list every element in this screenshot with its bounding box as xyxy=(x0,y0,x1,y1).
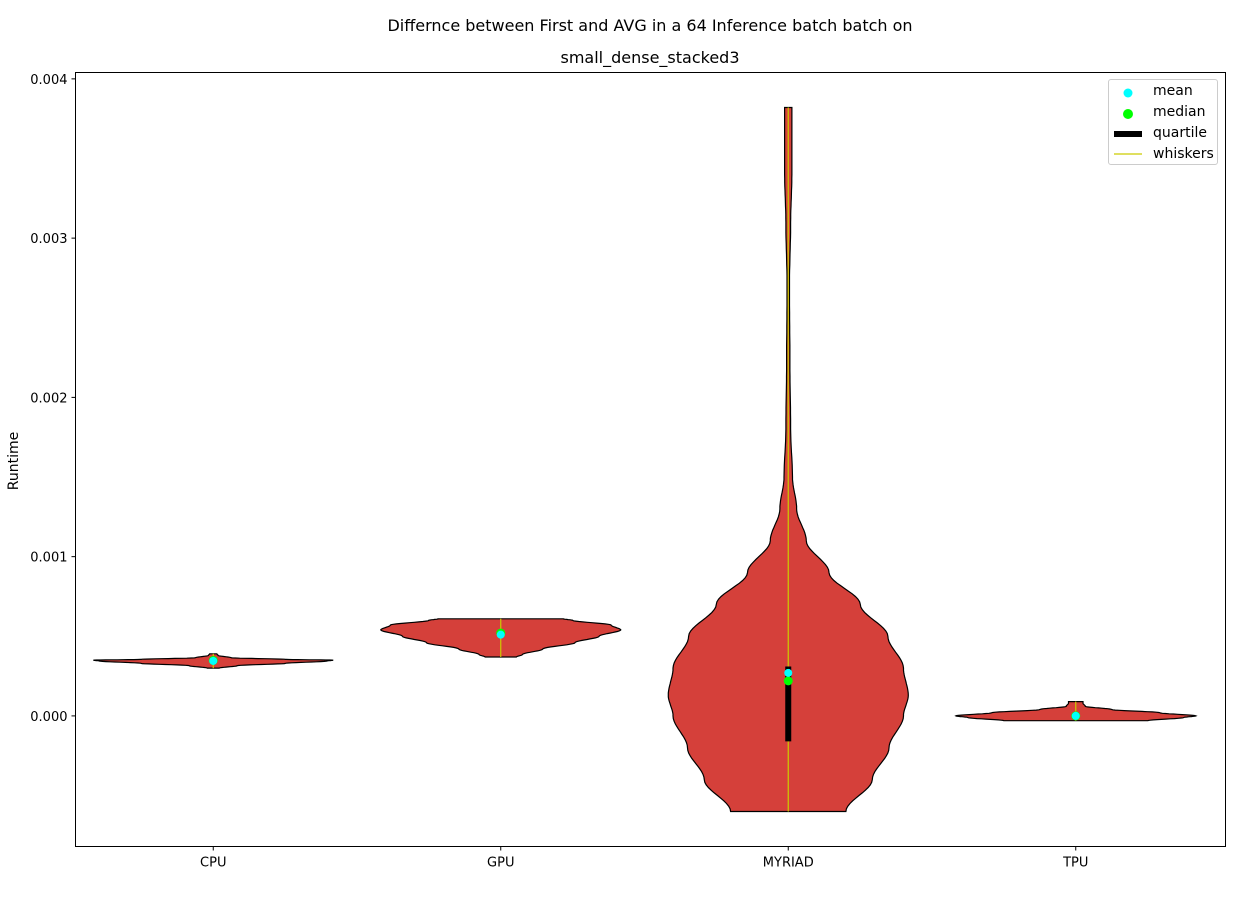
y-tick-label: 0.000 xyxy=(30,710,67,725)
y-tick-label: 0.002 xyxy=(30,391,67,406)
x-tick-label-gpu: GPU xyxy=(487,856,514,871)
plot-frame xyxy=(75,72,1226,847)
legend-item-median: median xyxy=(1109,103,1217,124)
chart-subtitle: small_dense_stacked3 xyxy=(560,48,740,67)
mean-point-gpu xyxy=(496,630,505,639)
whiskers-line-icon xyxy=(1114,153,1142,155)
y-axis-label: Runtime xyxy=(6,432,22,490)
y-tick-label: 0.001 xyxy=(30,551,67,566)
mean-point-myriad xyxy=(784,668,793,677)
x-tick-label-myriad: MYRIAD xyxy=(763,856,814,871)
mean-point-tpu xyxy=(1071,711,1080,720)
y-tick-label: 0.003 xyxy=(30,232,67,247)
legend-item-mean: mean xyxy=(1109,82,1217,103)
median-point-myriad xyxy=(783,676,793,686)
x-tick-label-cpu: CPU xyxy=(200,856,226,871)
mean-marker-icon xyxy=(1123,88,1133,98)
chart-title: Differnce between First and AVG in a 64 … xyxy=(387,16,913,35)
y-tick-label: 0.004 xyxy=(30,73,67,88)
x-tick-label-tpu: TPU xyxy=(1062,856,1088,871)
median-marker-icon xyxy=(1123,109,1133,119)
legend: mean median quartile whiskers xyxy=(1108,79,1218,165)
mean-point-cpu xyxy=(209,656,218,665)
legend-item-quartile: quartile xyxy=(1109,124,1217,145)
legend-item-whiskers: whiskers xyxy=(1109,145,1217,166)
quartile-line-icon xyxy=(1114,131,1142,137)
